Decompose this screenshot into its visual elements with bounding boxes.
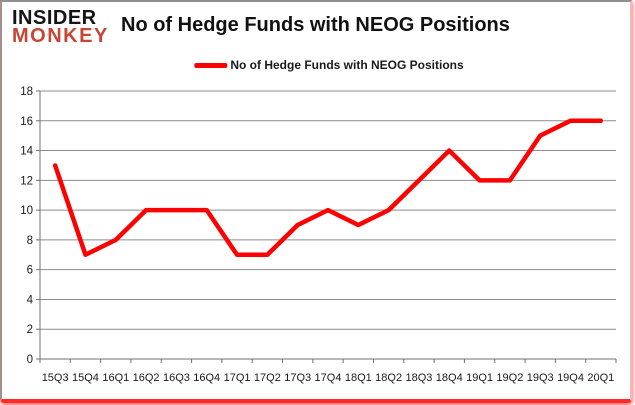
x-tick-label: 17Q3 bbox=[284, 372, 311, 384]
x-tick-label: 17Q2 bbox=[254, 372, 281, 384]
x-tick-label: 16Q1 bbox=[102, 372, 129, 384]
x-tick-label: 18Q3 bbox=[405, 372, 432, 384]
legend-label: No of Hedge Funds with NEOG Positions bbox=[230, 58, 464, 72]
y-tick-label: 4 bbox=[27, 294, 34, 306]
legend: No of Hedge Funds with NEOG Positions bbox=[194, 58, 464, 72]
x-tick-label: 16Q2 bbox=[133, 372, 160, 384]
logo-line-insider: INSIDER bbox=[12, 7, 97, 29]
x-tick-label: 19Q2 bbox=[496, 372, 523, 384]
series-line bbox=[52, 118, 604, 258]
x-tick-label: 19Q3 bbox=[527, 372, 554, 384]
insider-monkey-logo: INSIDER MONKEY bbox=[12, 7, 109, 48]
x-tick-label: 15Q4 bbox=[72, 372, 99, 384]
chart-title: No of Hedge Funds with NEOG Positions bbox=[121, 14, 510, 36]
x-tick-label: 17Q1 bbox=[224, 372, 251, 384]
y-tick-label: 14 bbox=[20, 146, 33, 158]
y-tick-label: 12 bbox=[20, 175, 33, 187]
legend-line-swatch bbox=[194, 62, 228, 68]
x-tick-label: 20Q1 bbox=[587, 372, 614, 384]
y-tick-label: 8 bbox=[27, 235, 33, 247]
chart-svg: 0 2 4 6 8 10 12 14 16 18 15Q3 15Q4 16Q1 16Q2 16Q3 16Q4 1… bbox=[20, 86, 617, 384]
x-tick-label: 18Q4 bbox=[436, 372, 463, 384]
x-tick-label: 19Q4 bbox=[557, 372, 584, 384]
y-tick-label: 6 bbox=[27, 265, 33, 277]
y-tick-label: 0 bbox=[27, 354, 33, 366]
x-tick-label: 19Q1 bbox=[466, 372, 493, 384]
logo-line-monkey: MONKEY bbox=[12, 25, 109, 48]
x-tick-label: 17Q4 bbox=[315, 372, 342, 384]
y-tick-label: 10 bbox=[20, 205, 33, 217]
x-tick-label: 16Q4 bbox=[193, 372, 220, 384]
y-tick-label: 2 bbox=[27, 324, 33, 336]
y-tick-label: 18 bbox=[20, 86, 33, 98]
y-tick-label: 16 bbox=[20, 116, 33, 128]
x-tick-label: 18Q1 bbox=[345, 372, 372, 384]
x-tick-label: 15Q3 bbox=[42, 372, 69, 384]
x-tick-label: 18Q2 bbox=[375, 372, 402, 384]
x-tick-label: 16Q3 bbox=[163, 372, 190, 384]
